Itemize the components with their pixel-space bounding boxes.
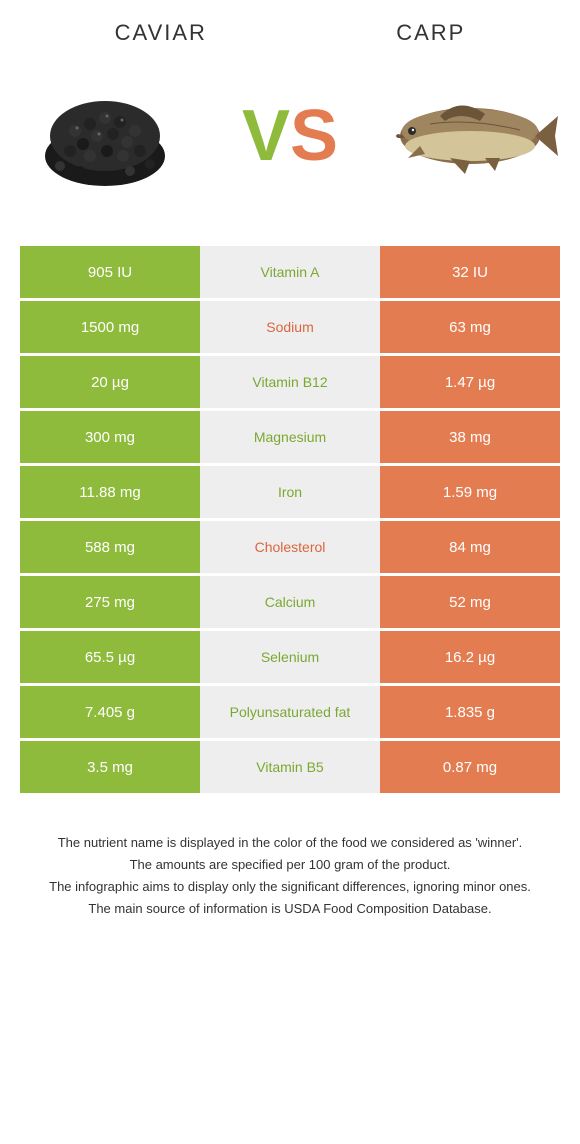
- nutrient-name: Magnesium: [200, 411, 380, 463]
- nutrient-name: Polyunsaturated fat: [200, 686, 380, 738]
- left-value: 588 mg: [20, 521, 200, 573]
- table-row: 11.88 mgIron1.59 mg: [20, 466, 560, 518]
- caviar-image: [20, 66, 190, 206]
- table-row: 300 mgMagnesium38 mg: [20, 411, 560, 463]
- table-row: 905 IUVitamin A32 IU: [20, 246, 560, 298]
- table-row: 1500 mgSodium63 mg: [20, 301, 560, 353]
- nutrient-table: 905 IUVitamin A32 IU1500 mgSodium63 mg20…: [20, 246, 560, 793]
- vs-s-letter: S: [290, 95, 338, 177]
- table-row: 275 mgCalcium52 mg: [20, 576, 560, 628]
- table-row: 588 mgCholesterol84 mg: [20, 521, 560, 573]
- table-row: 65.5 µgSelenium16.2 µg: [20, 631, 560, 683]
- nutrient-name: Sodium: [200, 301, 380, 353]
- right-value: 63 mg: [380, 301, 560, 353]
- nutrient-name: Cholesterol: [200, 521, 380, 573]
- footer-line: The infographic aims to display only the…: [30, 877, 550, 897]
- left-value: 3.5 mg: [20, 741, 200, 793]
- left-value: 20 µg: [20, 356, 200, 408]
- vs-row: VS: [20, 56, 560, 216]
- left-value: 11.88 mg: [20, 466, 200, 518]
- table-row: 3.5 mgVitamin B50.87 mg: [20, 741, 560, 793]
- right-value: 16.2 µg: [380, 631, 560, 683]
- footer-notes: The nutrient name is displayed in the co…: [20, 833, 560, 920]
- left-value: 905 IU: [20, 246, 200, 298]
- right-value: 1.59 mg: [380, 466, 560, 518]
- nutrient-name: Vitamin B12: [200, 356, 380, 408]
- nutrient-name: Iron: [200, 466, 380, 518]
- table-row: 20 µgVitamin B121.47 µg: [20, 356, 560, 408]
- footer-line: The main source of information is USDA F…: [30, 899, 550, 919]
- nutrient-name: Calcium: [200, 576, 380, 628]
- left-value: 1500 mg: [20, 301, 200, 353]
- nutrient-name: Vitamin B5: [200, 741, 380, 793]
- footer-line: The nutrient name is displayed in the co…: [30, 833, 550, 853]
- left-value: 300 mg: [20, 411, 200, 463]
- table-row: 7.405 gPolyunsaturated fat1.835 g: [20, 686, 560, 738]
- left-value: 65.5 µg: [20, 631, 200, 683]
- right-value: 32 IU: [380, 246, 560, 298]
- right-value: 52 mg: [380, 576, 560, 628]
- left-value: 275 mg: [20, 576, 200, 628]
- right-value: 1.835 g: [380, 686, 560, 738]
- left-value: 7.405 g: [20, 686, 200, 738]
- left-food-title: Caviar: [115, 20, 207, 46]
- right-value: 84 mg: [380, 521, 560, 573]
- right-value: 1.47 µg: [380, 356, 560, 408]
- carp-image: [390, 66, 560, 206]
- right-food-title: Carp: [396, 20, 465, 46]
- vs-label: VS: [242, 95, 338, 177]
- nutrient-name: Vitamin A: [200, 246, 380, 298]
- vs-v-letter: V: [242, 95, 290, 177]
- right-value: 0.87 mg: [380, 741, 560, 793]
- header: Caviar Carp: [20, 20, 560, 46]
- nutrient-name: Selenium: [200, 631, 380, 683]
- right-value: 38 mg: [380, 411, 560, 463]
- footer-line: The amounts are specified per 100 gram o…: [30, 855, 550, 875]
